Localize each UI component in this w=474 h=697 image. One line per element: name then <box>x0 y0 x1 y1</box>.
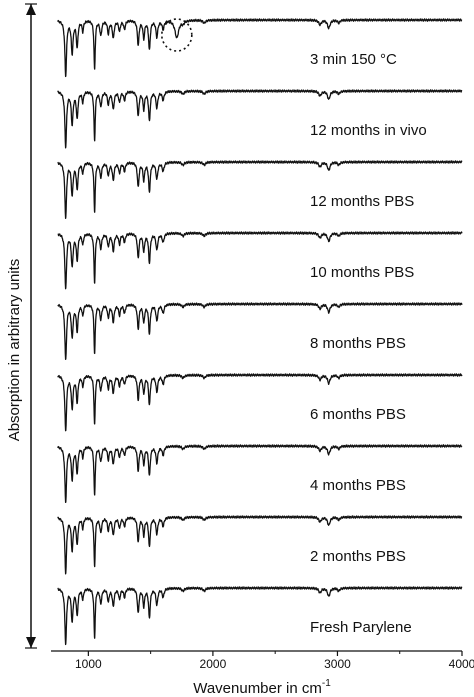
series-label: 4 months PBS <box>310 477 406 494</box>
spectrum-line <box>57 515 463 575</box>
x-tick-label: 1000 <box>75 657 102 671</box>
y-arrow-top-icon <box>26 4 36 15</box>
series-label: 10 months PBS <box>310 264 414 281</box>
spectrum-line <box>57 586 463 646</box>
y-arrow-bottom-icon <box>26 637 36 648</box>
y-axis-title: Absorption in arbitrary units <box>6 259 23 442</box>
spectrum-line <box>57 160 463 220</box>
x-tick-label: 3000 <box>324 657 351 671</box>
annotations <box>160 18 193 52</box>
spectrum-line <box>57 18 463 78</box>
spectrum-line <box>57 231 463 290</box>
series-label: 8 months PBS <box>310 335 406 352</box>
spectrum-line <box>57 373 463 432</box>
x-axis-title-main: Wavenumber in cm <box>193 680 322 697</box>
x-axis-title-sup: -1 <box>322 678 331 689</box>
series-label: 12 months in vivo <box>310 122 427 139</box>
x-tick-label: 2000 <box>200 657 227 671</box>
x-ticks: 1000 2000 3000 4000 <box>75 651 474 671</box>
series-labels: 3 min 150 °C 12 months in vivo 12 months P… <box>310 51 427 636</box>
oxidation-highlight-circle <box>160 18 193 52</box>
series-label: 6 months PBS <box>310 406 406 423</box>
spectra-series <box>57 18 463 646</box>
spectrum-line <box>57 89 463 149</box>
series-label: 3 min 150 °C <box>310 51 397 68</box>
series-label: Fresh Parylene <box>310 619 412 636</box>
x-tick-label: 4000 <box>449 657 474 671</box>
axes <box>25 3 462 652</box>
spectrum-line <box>57 302 463 361</box>
series-label: 12 months PBS <box>310 193 414 210</box>
spectrum-line <box>57 444 463 504</box>
x-axis-title: Wavenumber in cm-1 <box>193 678 331 697</box>
series-label: 2 months PBS <box>310 548 406 565</box>
